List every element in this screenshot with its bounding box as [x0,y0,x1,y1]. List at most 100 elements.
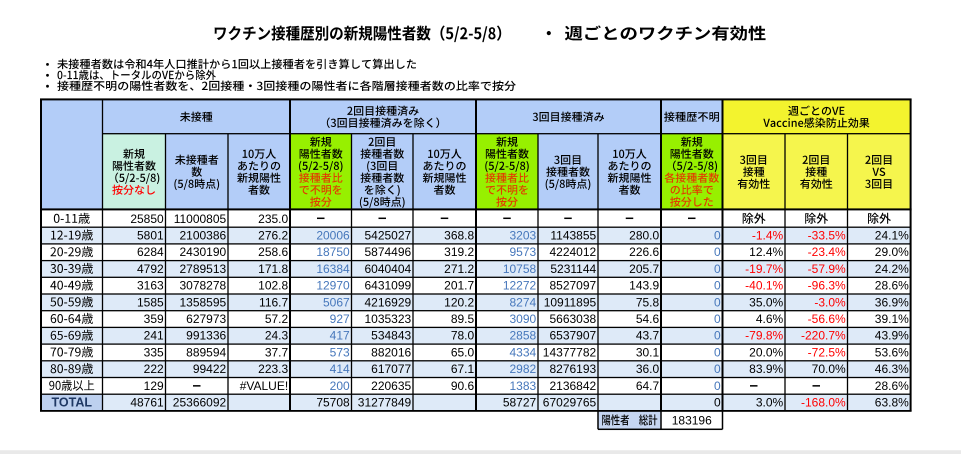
svg-text:57.2: 57.2 [265,312,289,326]
svg-text:#VALUE!: #VALUE! [240,379,288,393]
svg-text:10758: 10758 [503,262,537,276]
svg-text:222: 222 [144,362,164,376]
svg-text:75708: 75708 [316,396,350,410]
svg-text:54.6: 54.6 [636,312,660,326]
svg-text:20.0%: 20.0% [749,345,783,359]
svg-text:46.3%: 46.3% [875,362,909,376]
svg-text:-57.9%: -57.9% [808,262,846,276]
svg-text:-79.8%: -79.8% [745,329,783,343]
svg-text:-3.0%: -3.0% [814,295,846,309]
svg-text:0: 0 [714,312,721,326]
svg-text:6431099: 6431099 [364,279,411,293]
svg-text:223.3: 223.3 [258,362,288,376]
svg-text:-1.4%: -1.4% [752,229,784,243]
svg-text:-19.7%: -19.7% [745,262,783,276]
svg-text:35.0%: 35.0% [749,295,783,309]
svg-text:65.0: 65.0 [451,345,475,359]
svg-text:271.2: 271.2 [444,262,474,276]
svg-text:29.0%: 29.0% [875,245,909,259]
svg-text:67029765: 67029765 [543,396,597,410]
svg-text:2100386: 2100386 [179,229,226,243]
svg-text:20006: 20006 [316,229,350,243]
svg-text:37.7: 37.7 [265,345,289,359]
svg-text:2982: 2982 [509,362,536,376]
svg-text:0: 0 [714,229,721,243]
svg-text:143.9: 143.9 [629,279,659,293]
svg-text:99422: 99422 [193,362,227,376]
svg-text:36.0: 36.0 [636,362,660,376]
svg-text:TOTAL: TOTAL [51,396,92,410]
svg-text:927: 927 [330,312,350,326]
svg-text:30.1: 30.1 [636,345,660,359]
svg-text:417: 417 [330,329,350,343]
svg-text:0: 0 [714,379,721,393]
svg-text:220635: 220635 [371,379,411,393]
svg-text:6040404: 6040404 [364,262,411,276]
svg-text:0: 0 [714,245,721,259]
svg-text:120.2: 120.2 [444,295,474,309]
svg-text:1585: 1585 [137,295,164,309]
svg-text:0: 0 [714,345,721,359]
svg-text:-72.5%: -72.5% [808,345,846,359]
svg-text:8274: 8274 [509,295,536,309]
svg-text:28.6%: 28.6% [875,279,909,293]
svg-text:534843: 534843 [371,329,411,343]
svg-text:16384: 16384 [316,262,350,276]
svg-text:200: 200 [330,379,350,393]
svg-text:0: 0 [714,329,721,343]
svg-text:414: 414 [330,362,350,376]
svg-text:83.9%: 83.9% [749,362,783,376]
svg-text:58727: 58727 [503,396,537,410]
svg-text:8276193: 8276193 [549,362,596,376]
svg-text:-220.7%: -220.7% [801,329,846,343]
svg-text:-96.3%: -96.3% [808,279,846,293]
svg-text:63.8%: 63.8% [875,396,909,410]
svg-text:4792: 4792 [137,262,164,276]
svg-text:5874496: 5874496 [364,245,411,259]
svg-text:3.0%: 3.0% [756,396,784,410]
svg-text:201.7: 201.7 [444,279,474,293]
svg-text:102.8: 102.8 [258,279,288,293]
svg-text:1035323: 1035323 [364,312,411,326]
svg-text:78.0: 78.0 [451,329,475,343]
svg-text:5663038: 5663038 [549,312,596,326]
svg-text:1383: 1383 [509,379,536,393]
svg-text:89.5: 89.5 [451,312,475,326]
svg-text:280.0: 280.0 [629,229,659,243]
svg-text:573: 573 [330,345,350,359]
svg-text:75.8: 75.8 [636,295,660,309]
svg-text:36.9%: 36.9% [875,295,909,309]
svg-text:25850: 25850 [130,212,164,226]
svg-text:90.6: 90.6 [451,379,475,393]
svg-text:0: 0 [714,362,721,376]
svg-text:116.7: 116.7 [259,295,288,309]
svg-text:627973: 627973 [186,312,226,326]
svg-text:53.6%: 53.6% [875,345,909,359]
svg-text:39.1%: 39.1% [875,312,909,326]
svg-text:129: 129 [144,379,164,393]
svg-text:3090: 3090 [509,312,536,326]
svg-text:8527097: 8527097 [549,279,596,293]
svg-text:2136842: 2136842 [549,379,596,393]
svg-text:31277849: 31277849 [358,396,412,410]
svg-text:0: 0 [714,279,721,293]
svg-text:12.4%: 12.4% [749,245,783,259]
svg-text:67.1: 67.1 [451,362,475,376]
svg-text:335: 335 [144,345,164,359]
svg-text:24.2%: 24.2% [875,262,909,276]
svg-text:171.8: 171.8 [258,262,288,276]
svg-text:3163: 3163 [137,279,164,293]
svg-text:3078278: 3078278 [179,279,226,293]
svg-text:6537907: 6537907 [549,329,596,343]
svg-text:359: 359 [144,312,164,326]
svg-text:226.6: 226.6 [629,245,659,259]
svg-text:-33.5%: -33.5% [808,229,846,243]
svg-text:0: 0 [714,396,721,410]
svg-text:43.7: 43.7 [636,329,660,343]
svg-text:12272: 12272 [503,279,537,293]
svg-text:4334: 4334 [509,345,536,359]
svg-text:5231144: 5231144 [550,262,596,276]
svg-text:-23.4%: -23.4% [808,245,846,259]
svg-text:12970: 12970 [316,279,350,293]
svg-text:5425027: 5425027 [364,229,411,243]
